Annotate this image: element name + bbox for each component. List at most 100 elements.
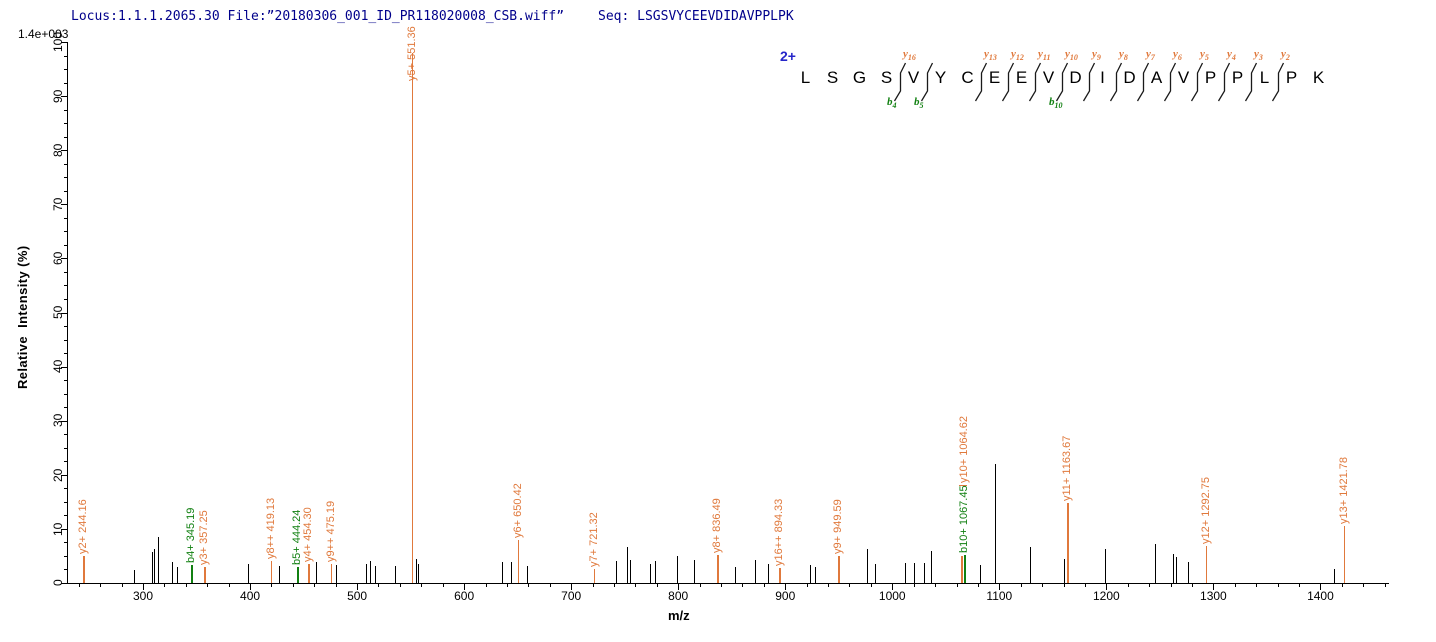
y-tick [61, 312, 67, 314]
x-tick [1363, 583, 1365, 587]
residue-letter: V [907, 68, 920, 87]
fragment-marker-icon [920, 62, 934, 102]
x-tick [1341, 583, 1343, 587]
x-tick [613, 583, 615, 587]
y-tick [64, 353, 67, 355]
residue-cell: y10 b10 D [1049, 46, 1089, 112]
x-tick-label: 300 [132, 589, 154, 603]
y-ion-label: y5 [1200, 48, 1209, 63]
x-tick [656, 583, 658, 587]
fragment-marker-icon [974, 62, 988, 102]
x-tick-label: 700 [561, 589, 582, 603]
y-tick-label: 100 [51, 32, 65, 53]
y-ion-label: y12 [1011, 48, 1024, 63]
y-axis-line [67, 42, 69, 584]
y-ion-label: y9 [1092, 48, 1101, 63]
peak [1187, 562, 1189, 583]
residue-letter: P [1285, 68, 1298, 87]
y-tick [61, 366, 67, 368]
y-ion-label: y7 [1146, 48, 1155, 63]
residue-cell: S [819, 46, 846, 112]
fragment-marker-icon [1244, 62, 1258, 102]
x-tick [999, 583, 1001, 590]
peak-label: y8+ 836.49 [711, 498, 724, 553]
x-tick [421, 583, 423, 587]
fragment-marker-icon [1082, 62, 1096, 102]
peak [511, 562, 513, 583]
x-tick-label: 400 [240, 589, 261, 603]
peak [375, 566, 377, 583]
x-tick [678, 583, 680, 590]
y-ion-label: y11 [1038, 48, 1051, 63]
y-tick [61, 528, 67, 530]
x-tick-label: 500 [347, 589, 368, 603]
peak-y-ion [330, 563, 332, 583]
y-tick [61, 204, 67, 206]
y-ion-label: y6 [1173, 48, 1182, 63]
y-tick [64, 298, 67, 300]
peak [980, 565, 982, 583]
x-tick [1020, 583, 1022, 587]
peak [1154, 544, 1156, 583]
y-tick [64, 231, 67, 233]
peak-label: y12+ 1292.75 [1199, 477, 1212, 545]
y-ion-label: y4 [1227, 48, 1236, 63]
peak [905, 562, 907, 583]
y-ion-label: y3 [1254, 48, 1263, 63]
residue-cell: G [846, 46, 873, 112]
y-tick [64, 177, 67, 179]
peak [875, 564, 877, 583]
fragment-marker-icon [1163, 62, 1177, 102]
peak [930, 550, 932, 583]
peak-label: y9++ 475.19 [324, 500, 337, 562]
peak-y-ion [1205, 546, 1208, 583]
x-tick [1063, 583, 1065, 587]
residue-letter: V [1042, 68, 1055, 87]
peak-y-ion [83, 555, 85, 583]
peak-label: y13+ 1421.78 [1337, 457, 1350, 525]
x-tick [121, 583, 123, 587]
x-tick [721, 583, 723, 587]
residue-letter: V [1177, 68, 1190, 87]
residue-cell: y8 D [1109, 46, 1143, 112]
y-tick [64, 461, 67, 463]
x-tick [935, 583, 937, 587]
residue-letter: A [1150, 68, 1163, 87]
x-tick [763, 583, 765, 587]
y-tick [64, 447, 67, 449]
peak [768, 564, 770, 583]
x-tick [228, 583, 230, 587]
peak-label: b4+ 345.19 [185, 507, 198, 564]
peak-y-ion [838, 555, 840, 583]
x-tick [1127, 583, 1129, 587]
x-tick [528, 583, 530, 587]
peak [365, 563, 367, 583]
peak [995, 463, 997, 583]
x-tick [592, 583, 594, 587]
peak-y-ion [518, 539, 520, 583]
peak [694, 560, 696, 583]
peak-label: y16++ 894.33 [773, 498, 786, 566]
x-tick [892, 583, 894, 590]
x-tick [913, 583, 915, 587]
residue-cell: y7 A [1136, 46, 1170, 112]
y-tick [64, 109, 67, 111]
peak-y-ion [717, 554, 719, 583]
residue-cell: b5 Y [914, 46, 954, 112]
y-tick-label: 50 [51, 305, 65, 320]
peak-label: b10+ 1067.45 [958, 485, 971, 553]
y-tick [64, 163, 67, 165]
residue-letter: S [826, 68, 839, 87]
peak [630, 560, 632, 583]
peak [815, 567, 817, 583]
peak [755, 560, 757, 583]
peak-y-ion [204, 566, 206, 583]
peak [394, 566, 396, 583]
residue-letter: C [961, 68, 974, 87]
fragment-marker-icon [893, 62, 907, 102]
residue-letter: L [1259, 68, 1270, 87]
x-tick [1299, 583, 1301, 587]
y-axis-title: Relative Intensity (%) [15, 245, 30, 389]
